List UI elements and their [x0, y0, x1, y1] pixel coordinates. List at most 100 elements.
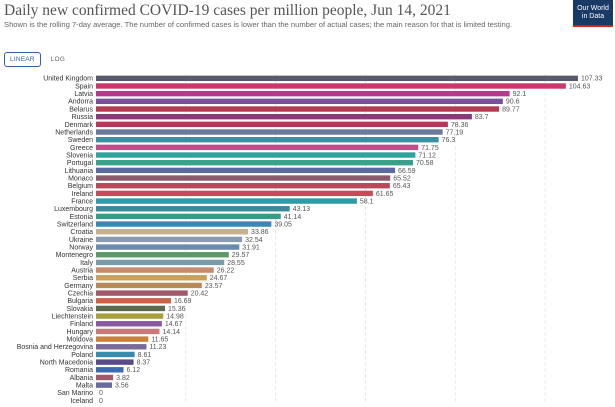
category-label-portugal: Portugal [67, 160, 94, 167]
value-label-bosnia-and-herzegovina: 11.23 [149, 344, 166, 351]
logo-line-2: in Data [581, 12, 605, 20]
value-label-germany: 23.57 [205, 283, 223, 290]
bar-estonia[interactable] [96, 213, 281, 220]
bar-belarus[interactable] [96, 106, 500, 112]
bar-spain[interactable] [96, 83, 566, 89]
bar-netherlands[interactable] [96, 129, 443, 135]
value-label-poland: 8.61 [138, 352, 152, 359]
value-label-spain: 104.63 [569, 83, 591, 90]
value-label-luxembourg: 43.13 [293, 206, 311, 213]
bar-ireland[interactable] [96, 190, 373, 197]
value-label-portugal: 70.58 [416, 160, 434, 167]
bar-andorra[interactable] [96, 98, 503, 105]
category-label-croatia: Croatia [70, 229, 93, 236]
category-label-austria: Austria [71, 267, 93, 274]
bar-sweden[interactable] [96, 136, 439, 143]
value-label-austria: 26.22 [217, 267, 235, 274]
category-label-russia: Russia [72, 114, 94, 121]
value-label-ireland: 61.65 [376, 191, 394, 198]
category-label-poland: Poland [71, 352, 93, 359]
category-label-bosnia-and-herzegovina: Bosnia and Herzegovina [17, 344, 93, 351]
value-label-denmark: 78.36 [451, 122, 469, 129]
value-label-malta: 3.56 [115, 383, 129, 390]
bar-romania[interactable] [96, 367, 124, 373]
bar-portugal[interactable] [96, 160, 413, 166]
bar-liechtenstein[interactable] [96, 313, 164, 319]
log-scale-button[interactable]: LOG [44, 52, 72, 67]
bar-latvia[interactable] [96, 90, 510, 97]
bar-montenegro[interactable] [96, 252, 229, 258]
category-label-france: France [71, 198, 93, 205]
bar-germany[interactable] [96, 282, 202, 289]
category-label-finland: Finland [70, 321, 93, 328]
bar-denmark[interactable] [96, 121, 448, 128]
category-label-sweden: Sweden [68, 137, 93, 144]
category-label-monaco: Monaco [68, 175, 93, 182]
category-label-netherlands: Netherlands [55, 129, 93, 136]
bar-croatia[interactable] [96, 229, 249, 235]
linear-scale-button[interactable]: LINEAR [4, 52, 41, 67]
bar-france[interactable] [96, 198, 357, 204]
value-label-switzerland: 39.05 [274, 221, 292, 228]
category-label-slovakia: Slovakia [67, 306, 94, 313]
bar-luxembourg[interactable] [96, 206, 290, 212]
bar-italy[interactable] [96, 259, 225, 266]
category-label-slovenia: Slovenia [66, 152, 93, 159]
value-label-andorra: 90.6 [506, 99, 520, 106]
value-label-sweden: 76.3 [442, 137, 456, 144]
value-label-iceland: 0 [99, 398, 103, 405]
category-label-lithuania: Lithuania [65, 168, 94, 175]
bar-slovenia[interactable] [96, 152, 416, 158]
bar-switzerland[interactable] [96, 221, 272, 227]
bar-lithuania[interactable] [96, 167, 396, 174]
bar-russia[interactable] [96, 113, 472, 120]
chart-subtitle: Shown is the rolling 7-day average. The … [4, 20, 513, 29]
category-label-serbia: Serbia [73, 275, 93, 282]
value-label-france: 58.1 [360, 198, 374, 205]
bar-monaco[interactable] [96, 175, 391, 181]
value-label-serbia: 24.67 [210, 275, 228, 282]
bars: United Kingdom 107.33 Spain 104.63 Latvia 92.… [17, 75, 603, 405]
value-label-ukraine: 32.54 [245, 237, 263, 244]
bar-bosnia-and-herzegovina[interactable] [96, 344, 147, 350]
bar-albania[interactable] [96, 374, 114, 381]
bar-north-macedonia[interactable] [96, 359, 134, 365]
bar-austria[interactable] [96, 267, 214, 273]
value-label-united-kingdom: 107.33 [581, 76, 603, 83]
value-label-czechia: 20.42 [191, 290, 209, 297]
category-label-north-macedonia: North Macedonia [40, 360, 93, 367]
category-label-belarus: Belarus [69, 106, 93, 113]
bar-greece[interactable] [96, 144, 419, 151]
bar-serbia[interactable] [96, 275, 207, 281]
value-label-latvia: 92.1 [513, 91, 527, 98]
bar-united-kingdom[interactable] [96, 75, 578, 82]
value-label-san-marino: 0 [99, 390, 103, 397]
bar-malta[interactable] [96, 382, 112, 388]
category-label-iceland: Iceland [70, 398, 93, 405]
value-label-bulgaria: 16.69 [174, 298, 192, 305]
value-label-finland: 14.67 [165, 321, 183, 328]
value-label-belgium: 65.43 [393, 183, 411, 190]
bar-bulgaria[interactable] [96, 298, 171, 304]
category-label-romania: Romania [65, 367, 93, 374]
value-label-lithuania: 66.59 [398, 168, 416, 175]
value-label-albania: 3.82 [116, 375, 130, 382]
category-label-luxembourg: Luxembourg [54, 206, 93, 213]
bar-moldova[interactable] [96, 336, 149, 342]
logo-line-1: Our World [577, 4, 609, 12]
bar-slovakia[interactable] [96, 305, 165, 312]
value-label-slovenia: 71.12 [418, 152, 436, 159]
category-label-germany: Germany [64, 283, 93, 290]
owid-logo[interactable]: Our World in Data [573, 0, 613, 27]
bar-finland[interactable] [96, 321, 162, 327]
value-label-greece: 71.75 [421, 145, 439, 152]
bar-poland[interactable] [96, 351, 135, 358]
category-label-liechtenstein: Liechtenstein [52, 314, 93, 321]
category-label-ukraine: Ukraine [69, 237, 93, 244]
bar-norway[interactable] [96, 244, 240, 250]
bar-hungary[interactable] [96, 328, 160, 335]
bar-czechia[interactable] [96, 290, 188, 296]
bar-belgium[interactable] [96, 183, 390, 189]
bar-ukraine[interactable] [96, 236, 243, 243]
